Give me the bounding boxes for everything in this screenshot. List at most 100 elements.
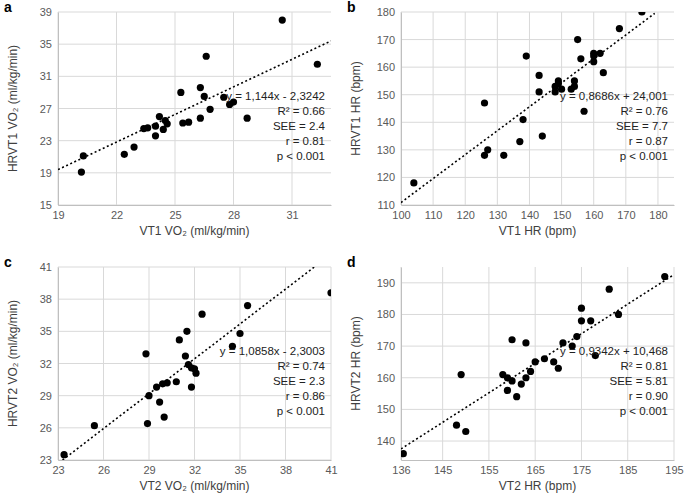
grid-line (401, 12, 674, 13)
grid-line (58, 267, 59, 460)
tick-label: 32 (40, 358, 52, 370)
point (578, 305, 585, 312)
grid-line (58, 12, 59, 205)
tick: 25 (169, 205, 181, 221)
point (458, 371, 465, 378)
tick-label: 27 (40, 103, 52, 115)
tick: 175 (573, 460, 591, 476)
tick-label: 23 (52, 464, 64, 476)
point (401, 450, 407, 457)
tick: 31 (286, 205, 298, 221)
grid-line (497, 12, 498, 205)
x-axis-title: VT2 HR (bpm) (499, 479, 576, 493)
tick: 136 (392, 460, 410, 476)
tick: 15 (40, 199, 58, 211)
grid-line (58, 299, 331, 300)
tick: 155 (480, 460, 498, 476)
point (198, 311, 205, 318)
point (523, 53, 530, 60)
tick-label: 130 (377, 144, 395, 156)
tick-label: 160 (585, 209, 603, 221)
tick-label: 38 (40, 293, 52, 305)
tick-label: 31 (286, 209, 298, 221)
panel: 136145155165175185195140150160170180190y… (347, 254, 684, 493)
tick-label: 41 (325, 464, 337, 476)
grid-line (58, 172, 331, 173)
annotation: SEE = 2.4 (273, 120, 326, 132)
tick-label: 23 (40, 454, 52, 466)
plot-area (401, 273, 674, 457)
point (78, 168, 85, 175)
tick: 32 (189, 460, 201, 476)
point (462, 428, 469, 435)
point (536, 88, 543, 95)
tick-label: 41 (40, 261, 52, 273)
trend-line (401, 275, 674, 449)
tick: 150 (377, 89, 401, 101)
point (188, 383, 195, 390)
point (513, 393, 520, 400)
annotation: R² = 0.81 (620, 360, 668, 372)
annotation: r = 0.81 (286, 135, 325, 147)
point (527, 368, 534, 375)
tick-label: 185 (619, 464, 637, 476)
grid-line (401, 177, 674, 178)
grid-line (433, 12, 434, 205)
tick-label: 170 (377, 340, 395, 352)
x-axis: 100110120130140150160170180 (392, 205, 674, 221)
point (577, 55, 584, 62)
tick-label: 26 (98, 464, 110, 476)
grid-line (561, 12, 562, 205)
tick-label: 170 (377, 34, 395, 46)
tick-label: 195 (665, 464, 683, 476)
point (616, 25, 623, 32)
annotation: SEE = 7.7 (616, 120, 668, 132)
point (244, 302, 251, 309)
tick: 145 (434, 460, 452, 476)
tick-label: 150 (553, 209, 571, 221)
tick-label: 39 (40, 6, 52, 18)
panel: 2326293235384123262932353841y = 1,0858x … (4, 254, 338, 493)
annotation: SEE = 2.3 (273, 375, 325, 387)
tick: 160 (377, 61, 401, 73)
tick-label: 29 (143, 464, 155, 476)
annotation: p < 0.001 (620, 150, 668, 162)
point (518, 380, 525, 387)
grid (401, 12, 674, 205)
tick: 41 (40, 261, 58, 273)
annotation: r = 0.87 (629, 135, 668, 147)
grid-line (401, 282, 674, 283)
tick-label: 180 (377, 6, 395, 18)
annotation: R² = 0.66 (277, 105, 325, 117)
x-axis: 23 26 29 32 35 38 41 (52, 460, 337, 476)
tick-label: 38 (280, 464, 292, 476)
tick: 31 (40, 70, 58, 82)
panel-label: a (4, 0, 12, 15)
point (144, 420, 151, 427)
tick: 22 (111, 205, 123, 221)
panel-label: d (347, 254, 356, 270)
tick: 180 (377, 6, 401, 18)
tick: 160 (377, 372, 401, 384)
tick: 170 (617, 205, 635, 221)
tick-label: 35 (234, 464, 246, 476)
tick: 23 (40, 135, 58, 147)
y-axis-title: HRVT2 HR (bpm) (349, 316, 363, 410)
point (587, 317, 594, 324)
tick-label: 150 (377, 403, 395, 415)
axis-line (402, 205, 675, 206)
x-axis-title: VT1 VO₂ (ml/kg/min) (139, 224, 249, 238)
tick-label: 140 (521, 209, 539, 221)
panel: 1001101201301401501601701801101201301401… (347, 0, 675, 238)
trend-line (401, 13, 655, 202)
tick: 38 (280, 460, 292, 476)
tick: 185 (619, 460, 637, 476)
tick-label: 28 (228, 209, 240, 221)
tick-label: 160 (377, 372, 395, 384)
tick-label: 35 (40, 325, 52, 337)
grid-line (58, 12, 331, 13)
axis-line (58, 13, 59, 206)
point (183, 328, 190, 335)
point (185, 119, 192, 126)
trend-line (58, 41, 331, 170)
